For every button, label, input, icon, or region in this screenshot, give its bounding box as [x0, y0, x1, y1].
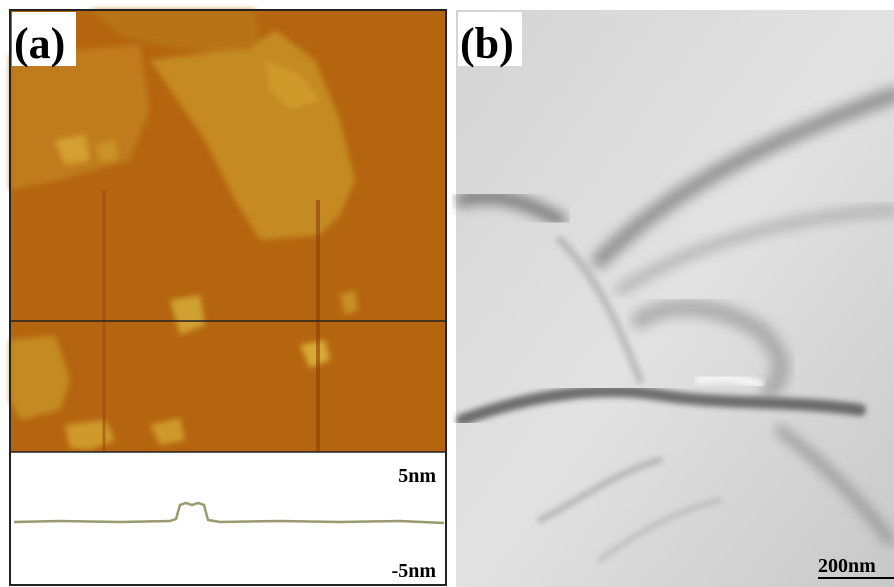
scale-bar-label: 200nm: [818, 555, 876, 577]
panel-label: (a): [14, 19, 65, 68]
page: (a) 5nm -5nm (b) 200nm (() => { const da…: [0, 0, 894, 587]
panel-b: (b) 200nm: [456, 10, 894, 587]
figure: (a) 5nm -5nm (b) 200nm: [0, 0, 894, 587]
profile-plot: [10, 452, 446, 585]
profile-min-label: -5nm: [392, 560, 437, 582]
panel-a: (a) 5nm -5nm: [10, 10, 446, 585]
panel-label: (b): [460, 19, 514, 68]
profile-max-label: 5nm: [398, 465, 436, 487]
tem-image: [456, 10, 894, 587]
